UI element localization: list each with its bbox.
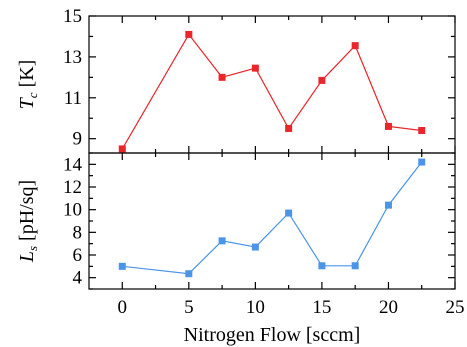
bottom-data-point — [285, 209, 293, 217]
top-y-tick-label: 9 — [73, 129, 83, 150]
top-data-point — [285, 124, 293, 132]
bottom-y-tick-label: 10 — [63, 200, 82, 221]
x-tick-label: 10 — [246, 297, 265, 318]
x-tick-label: 15 — [312, 297, 331, 318]
top-data-point — [318, 76, 326, 84]
x-tick-label: 25 — [446, 297, 465, 318]
top-data-point — [185, 30, 193, 38]
x-axis-title: Nitrogen Flow [sccm] — [184, 324, 361, 346]
top-data-point — [351, 42, 359, 50]
top-data-point — [218, 73, 226, 81]
bottom-y-tick-label: 6 — [73, 245, 83, 266]
top-y-unit: [K] — [16, 60, 38, 93]
top-panel: 9 11 13 15 — [63, 6, 456, 154]
top-y-subscript: c — [25, 92, 40, 98]
bottom-y-subscript: s — [25, 246, 40, 251]
bottom-data-point — [218, 237, 226, 245]
top-y-tick-label: 13 — [63, 47, 82, 68]
top-data-point — [251, 64, 259, 72]
bottom-y-symbol: L — [16, 251, 38, 263]
bottom-data-point — [318, 262, 326, 270]
bottom-data-point — [418, 158, 426, 166]
x-tick-label: 5 — [184, 297, 194, 318]
x-tick-label: 0 — [118, 297, 128, 318]
bottom-data-point — [384, 201, 392, 209]
bottom-data-point — [118, 262, 126, 270]
top-plot-frame — [88, 15, 456, 154]
top-y-tick-label: 15 — [63, 6, 82, 27]
bottom-data-point — [351, 262, 359, 270]
top-y-symbol: T — [16, 96, 38, 109]
bottom-data-point — [251, 243, 259, 251]
top-data-point — [418, 127, 426, 135]
top-data-point — [384, 122, 392, 130]
bottom-y-tick-label: 4 — [73, 268, 83, 289]
top-data-point — [118, 145, 126, 153]
top-y-tick-label: 11 — [64, 88, 82, 109]
bottom-y-tick-label: 14 — [63, 154, 83, 175]
top-series-line — [121, 33, 422, 150]
bottom-data-point — [185, 270, 193, 278]
bottom-y-unit: [pH/sq] — [16, 180, 38, 246]
top-y-axis-title: Tc [K] — [16, 60, 40, 110]
bottom-series-line — [122, 161, 423, 275]
bottom-y-tick-label: 12 — [63, 177, 82, 198]
bottom-y-axis-title: Ls [pH/sq] — [16, 180, 40, 263]
bottom-y-tick-label: 8 — [73, 222, 83, 243]
x-tick-label: 20 — [379, 297, 398, 318]
